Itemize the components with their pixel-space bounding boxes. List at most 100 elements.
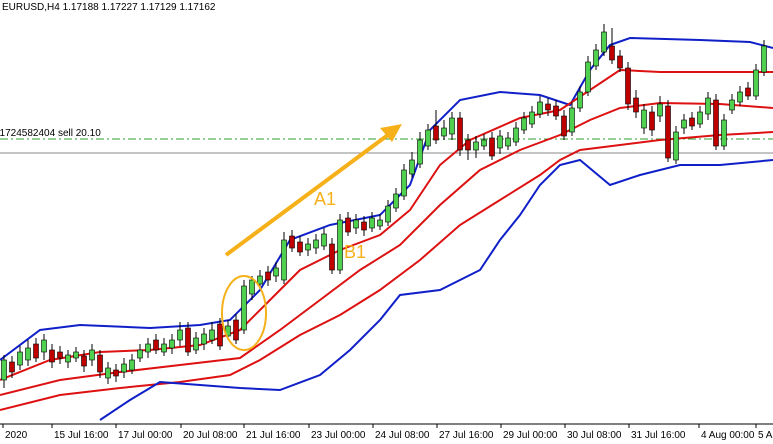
candle-body — [369, 217, 375, 229]
candle-body — [681, 119, 687, 129]
candle-body — [497, 135, 503, 149]
candle-body — [545, 103, 551, 111]
x-tick-label: 21 Jul 16:00 — [246, 430, 301, 441]
candle-body — [417, 139, 423, 165]
candle-body — [513, 127, 519, 143]
candle-body — [353, 219, 359, 229]
candle-body — [361, 221, 367, 231]
candle-body — [305, 243, 311, 251]
candle-body — [577, 91, 583, 109]
candle-body — [465, 139, 471, 151]
candle-body — [73, 351, 79, 359]
candle-body — [617, 55, 623, 69]
lower-band-outer — [99, 158, 773, 421]
candle-body — [569, 107, 575, 133]
x-tick-label: 30 Jul 08:00 — [567, 430, 622, 441]
candle-body — [161, 343, 167, 353]
candle-body — [697, 111, 703, 125]
candle-body — [625, 67, 631, 105]
arrow-head — [380, 124, 402, 142]
candle-body — [97, 354, 103, 373]
trend-arrow — [224, 130, 394, 257]
candle-body — [273, 267, 279, 277]
x-tick-label: 29 Jul 00:00 — [503, 430, 558, 441]
candle-body — [329, 243, 335, 271]
candle-body — [521, 117, 527, 131]
candle-body — [177, 329, 183, 341]
candle-body — [689, 117, 695, 127]
candle-body — [41, 339, 47, 353]
candle-body — [121, 363, 127, 373]
candle-body — [33, 343, 39, 359]
candle-body — [321, 233, 327, 247]
candle-body — [729, 99, 735, 111]
candle-body — [49, 349, 55, 363]
x-tick-label: 2020 — [5, 430, 28, 441]
candle-body — [257, 275, 263, 285]
middle-band — [0, 101, 773, 396]
candle-body — [649, 111, 655, 131]
candle-body — [57, 351, 63, 359]
candle-body — [393, 193, 399, 209]
candle-body — [201, 333, 207, 345]
candle-body — [233, 319, 239, 341]
candle-body — [9, 361, 15, 373]
candle-body — [25, 347, 31, 361]
candle-body — [337, 219, 343, 271]
candle-body — [281, 239, 287, 281]
candle-body — [265, 271, 271, 281]
annotation: A1 — [314, 189, 336, 209]
x-tick-label: 20 Jul 08:00 — [183, 430, 238, 441]
candle-body — [89, 349, 95, 361]
candle-body — [113, 369, 119, 377]
candle-body — [713, 99, 719, 147]
candle-body — [409, 159, 415, 175]
candle-body — [449, 117, 455, 135]
candle-body — [313, 239, 319, 249]
candle-body — [217, 323, 223, 347]
candle-body — [601, 31, 607, 53]
candle-body — [745, 87, 751, 97]
candle-body — [481, 139, 487, 147]
candle-body — [761, 45, 767, 73]
candle-body — [641, 109, 647, 129]
x-tick-label: 23 Jul 00:00 — [311, 430, 366, 441]
candle-body — [705, 97, 711, 115]
x-tick-label: 31 Jul 16:00 — [631, 430, 686, 441]
candle-body — [81, 355, 87, 367]
candle-body — [1, 359, 7, 381]
candle-body — [433, 125, 439, 141]
candle-body — [457, 117, 463, 151]
candle-body — [553, 105, 559, 117]
candle-body — [593, 49, 599, 67]
candle-body — [193, 337, 199, 351]
order-label: #1724582404 sell 20.10 — [0, 128, 101, 139]
candle-body — [529, 111, 535, 125]
candle-body — [537, 101, 543, 115]
candle-body — [489, 137, 495, 157]
candle-body — [65, 354, 71, 363]
candles — [1, 24, 767, 388]
annotation: B1 — [344, 242, 366, 262]
x-tick-label: 5 Au — [758, 430, 773, 441]
candle-body — [737, 91, 743, 103]
x-tick-label: 15 Jul 16:00 — [54, 430, 109, 441]
candle-body — [345, 217, 351, 233]
candle-body — [105, 367, 111, 379]
candle-body — [665, 105, 671, 159]
highlight-ellipse — [221, 275, 267, 351]
candle-body — [209, 329, 215, 341]
candle-body — [609, 45, 615, 61]
candle-body — [17, 351, 23, 366]
lower-band-inner — [0, 131, 773, 411]
candle-body — [129, 359, 135, 371]
candle-body — [473, 141, 479, 151]
candle-body — [249, 279, 255, 295]
candle-body — [185, 327, 191, 353]
candle-body — [561, 115, 567, 137]
x-tick-label: 24 Jul 08:00 — [375, 430, 430, 441]
candle-body — [585, 61, 591, 93]
candle-body — [721, 119, 727, 147]
candle-body — [425, 129, 431, 147]
candle-body — [753, 69, 759, 97]
